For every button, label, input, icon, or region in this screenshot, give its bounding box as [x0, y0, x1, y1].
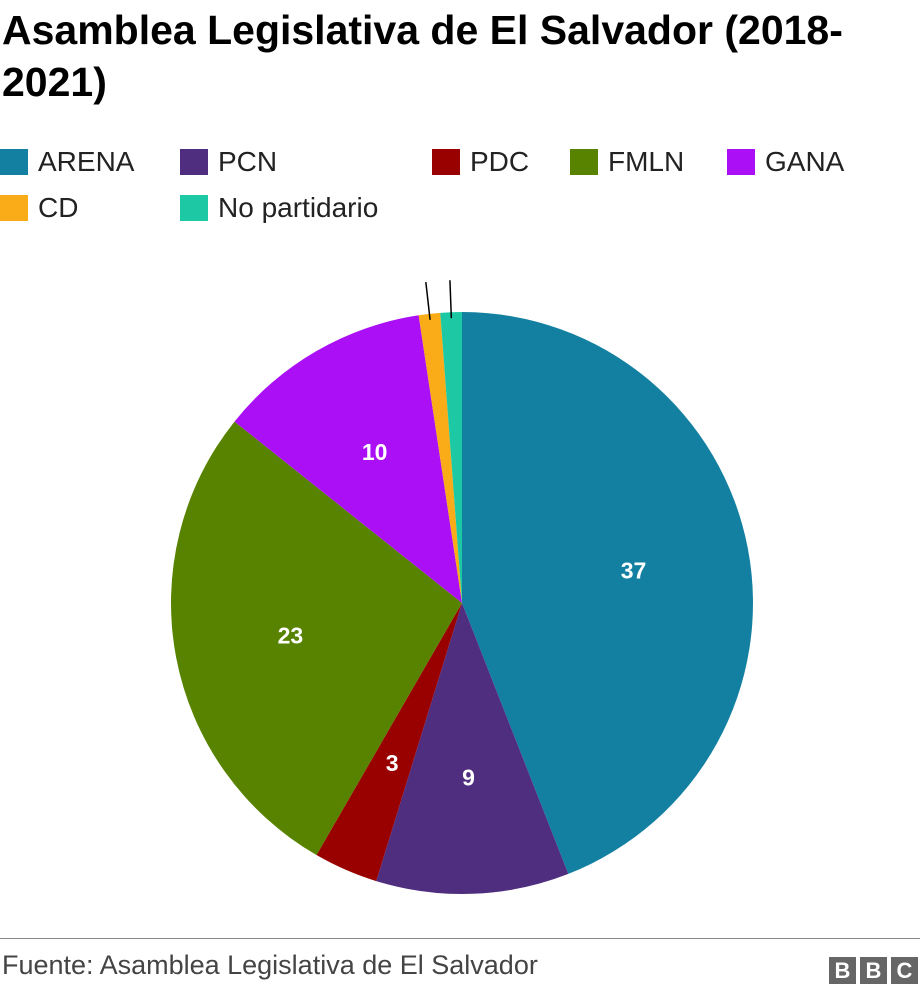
legend-item: GANA [727, 146, 844, 178]
legend-label: No partidario [218, 192, 379, 223]
pie-slice-cd [418, 312, 462, 603]
legend-swatch [0, 149, 28, 175]
source-text: Fuente: Asamblea Legislativa de El Salva… [2, 950, 538, 980]
leader-line [449, 280, 453, 319]
data-label: 9 [462, 764, 475, 790]
legend: ARENA PCN PDC FMLN GANA CD No partidario [0, 146, 920, 236]
legend-item: No partidario [180, 192, 378, 224]
data-label: 23 [278, 622, 304, 648]
legend-item: ARENA [0, 146, 134, 178]
legend-item: PCN [180, 146, 277, 178]
pie-slice-arena [462, 312, 754, 874]
data-label: 3 [386, 750, 399, 776]
legend-label: GANA [765, 146, 845, 177]
logo-letter: B [829, 957, 856, 984]
legend-label: PCN [218, 146, 278, 177]
data-label: 37 [621, 558, 647, 584]
legend-label: PDC [470, 146, 530, 177]
leader-line [425, 281, 431, 320]
legend-label: FMLN [608, 146, 685, 177]
legend-label: CD [38, 192, 79, 223]
legend-item: FMLN [570, 146, 684, 178]
pie-slice-pdc [316, 603, 462, 882]
legend-swatch [180, 195, 208, 221]
legend-swatch [180, 149, 208, 175]
legend-label: ARENA [38, 146, 135, 177]
divider [0, 938, 920, 939]
logo-letter: C [891, 957, 918, 984]
bbc-logo: B B C [829, 957, 918, 984]
pie-slice-gana [234, 315, 462, 603]
legend-swatch [570, 149, 598, 175]
data-label: 10 [362, 439, 388, 465]
legend-swatch [0, 195, 28, 221]
logo-letter: B [860, 957, 887, 984]
legend-item: PDC [432, 146, 529, 178]
legend-item: CD [0, 192, 78, 224]
pie-slice-pcn [376, 603, 569, 895]
chart-title: Asamblea Legislativa de El Salvador (201… [2, 7, 843, 105]
pie-slice-no-partidario [440, 312, 462, 603]
legend-swatch [432, 149, 460, 175]
pie-slice-fmln [170, 421, 462, 856]
legend-swatch [727, 149, 755, 175]
